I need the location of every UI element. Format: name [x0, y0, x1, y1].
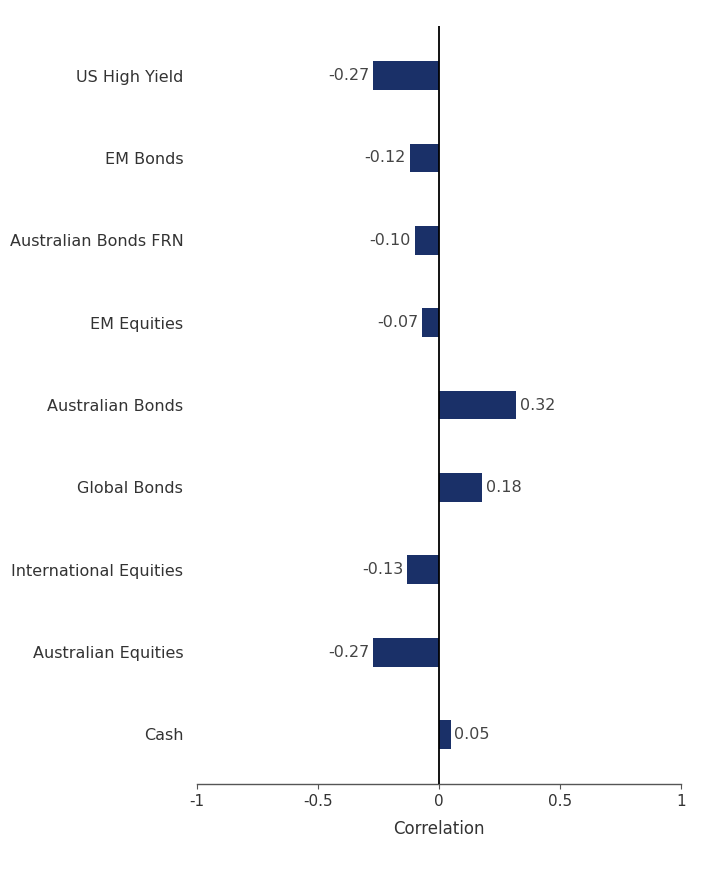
X-axis label: Correlation: Correlation	[393, 820, 484, 838]
Bar	[439, 473, 482, 502]
Text: -0.07: -0.07	[377, 315, 418, 330]
Bar	[439, 390, 516, 420]
Text: -0.27: -0.27	[329, 68, 370, 83]
Bar	[422, 308, 439, 337]
Bar	[373, 61, 439, 90]
Text: 0.32: 0.32	[520, 397, 555, 413]
Text: -0.12: -0.12	[364, 151, 406, 165]
Text: -0.13: -0.13	[362, 563, 404, 577]
Bar	[410, 144, 439, 172]
Bar	[414, 226, 439, 254]
Bar	[407, 556, 439, 584]
Text: -0.10: -0.10	[369, 233, 411, 247]
Text: -0.27: -0.27	[329, 645, 370, 659]
Text: 0.18: 0.18	[486, 480, 522, 495]
Bar	[373, 638, 439, 666]
Text: 0.05: 0.05	[454, 727, 490, 742]
Bar	[439, 720, 451, 749]
